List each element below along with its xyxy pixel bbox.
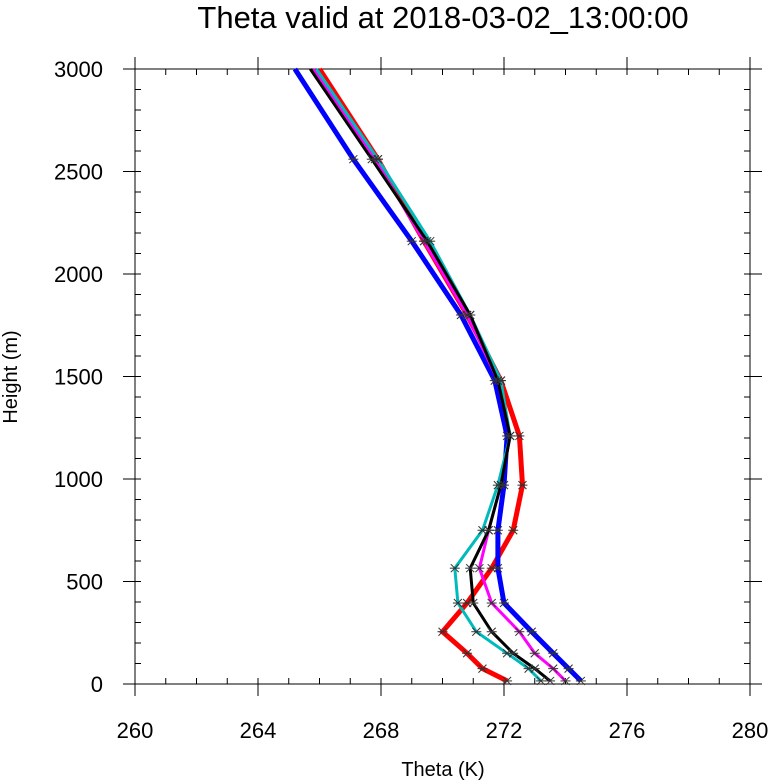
data-point bbox=[486, 598, 497, 608]
data-point bbox=[452, 598, 463, 608]
y-tick-labels: 0 500 1000 1500 2000 2500 3000 bbox=[54, 57, 103, 697]
data-point bbox=[526, 627, 537, 637]
data-point bbox=[462, 648, 473, 658]
data-point bbox=[563, 664, 574, 673]
data-point bbox=[535, 676, 546, 686]
x-tick-label: 268 bbox=[363, 718, 400, 743]
data-point bbox=[560, 676, 571, 686]
x-tick-label: 260 bbox=[117, 718, 154, 743]
data-point bbox=[492, 525, 503, 535]
x-tick-label: 280 bbox=[732, 718, 769, 743]
data-point bbox=[471, 627, 482, 637]
series-line bbox=[315, 68, 542, 682]
data-point bbox=[468, 598, 479, 608]
data-point bbox=[575, 676, 586, 686]
data-point bbox=[486, 627, 497, 637]
data-point bbox=[437, 627, 448, 637]
minor-ticks bbox=[134, 68, 751, 685]
y-tick-label: 3000 bbox=[54, 57, 103, 82]
data-point bbox=[477, 664, 488, 673]
y-tick-label: 500 bbox=[66, 570, 103, 595]
series-line bbox=[292, 67, 583, 683]
data-point bbox=[474, 563, 485, 573]
data-point bbox=[508, 525, 519, 535]
y-tick-label: 2000 bbox=[54, 262, 103, 287]
data-point bbox=[422, 236, 433, 246]
series-markers bbox=[348, 154, 586, 686]
data-point bbox=[529, 664, 540, 673]
x-tick-label: 264 bbox=[240, 718, 277, 743]
series-lines bbox=[292, 67, 583, 684]
data-point bbox=[505, 431, 516, 441]
x-tick-label: 276 bbox=[609, 718, 646, 743]
data-point bbox=[406, 236, 417, 246]
plot-frame bbox=[134, 68, 751, 685]
data-point bbox=[465, 310, 476, 320]
data-point bbox=[508, 648, 519, 658]
data-point bbox=[348, 154, 359, 164]
y-axis-label: Height (m) bbox=[0, 330, 22, 423]
data-point bbox=[465, 563, 476, 573]
data-point bbox=[492, 563, 503, 573]
major-ticks bbox=[123, 57, 762, 696]
data-point bbox=[502, 676, 513, 686]
data-point bbox=[517, 480, 528, 490]
data-point bbox=[548, 664, 559, 673]
data-point bbox=[514, 431, 525, 441]
data-point bbox=[495, 480, 506, 490]
data-point bbox=[545, 676, 556, 686]
data-point bbox=[514, 627, 525, 637]
x-tick-label: 272 bbox=[486, 718, 523, 743]
chart-title: Theta valid at 2018-03-02_13:00:00 bbox=[197, 0, 688, 35]
y-tick-label: 2500 bbox=[54, 160, 103, 185]
data-point bbox=[449, 563, 460, 573]
y-tick-label: 0 bbox=[91, 672, 103, 697]
y-tick-label: 1500 bbox=[54, 365, 103, 390]
data-point bbox=[366, 154, 377, 164]
data-point bbox=[492, 376, 503, 385]
y-tick-label: 1000 bbox=[54, 467, 103, 492]
x-tick-labels: 260 264 268 272 276 280 bbox=[117, 718, 769, 743]
data-point bbox=[529, 648, 540, 658]
x-axis-label: Theta (K) bbox=[401, 759, 484, 781]
data-point bbox=[499, 598, 509, 608]
data-point bbox=[548, 648, 559, 658]
data-point bbox=[483, 525, 494, 535]
series-line bbox=[309, 68, 552, 683]
